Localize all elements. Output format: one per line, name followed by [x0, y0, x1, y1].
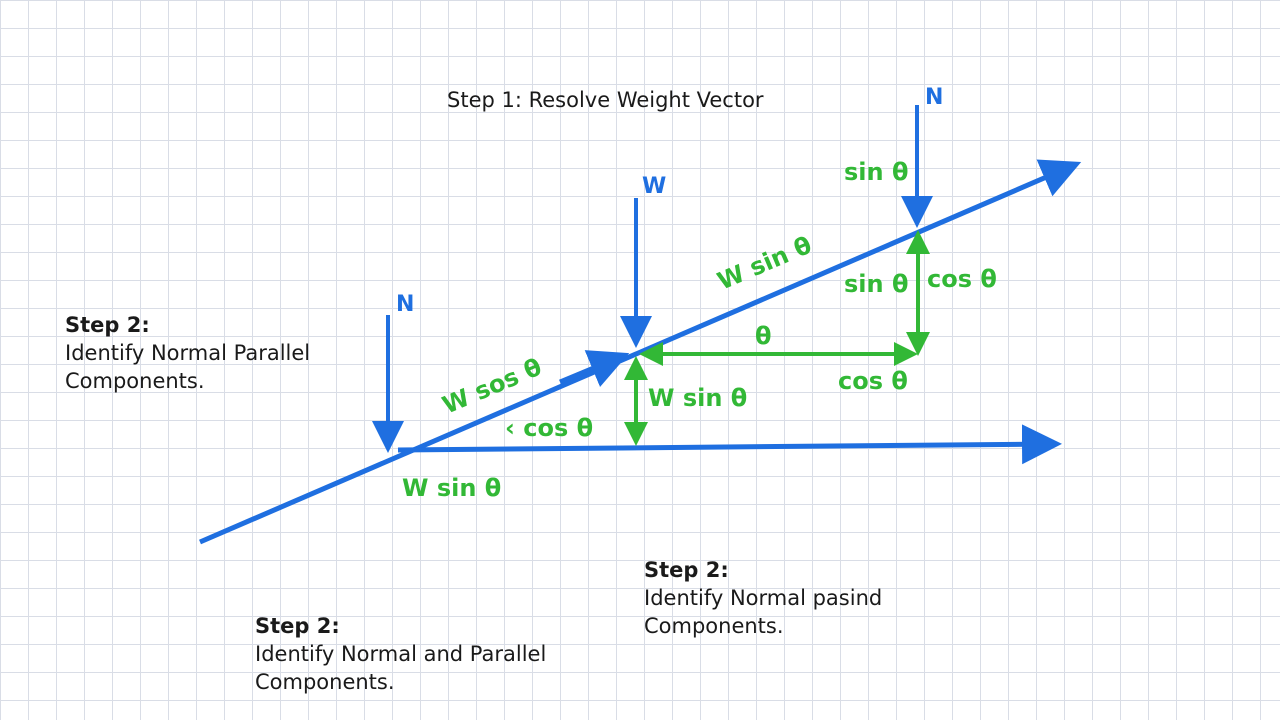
note-left-heading: Step 2: — [65, 313, 150, 337]
sin-theta-mid-label: sin θ — [844, 270, 908, 298]
cos-theta-right-label: cos θ — [838, 367, 908, 395]
note-bottom-left-heading: Step 2: — [255, 614, 340, 638]
theta-label: θ — [755, 322, 772, 350]
note-left-line2: Components. — [65, 369, 205, 393]
lt-cos-theta-label: ‹ cos θ — [505, 414, 593, 442]
diagram-title: Step 1: Resolve Weight Vector — [447, 88, 764, 112]
w-sin-theta-bottom-label: W sin θ — [402, 474, 501, 502]
horizontal-axis — [397, 424, 1062, 465]
note-bottom-right-line2: Components. — [644, 614, 784, 638]
note-bottom-left-line1: Identify Normal and Parallel — [255, 642, 547, 666]
note-bottom-right-line1: Identify Normal pasind — [644, 586, 883, 610]
note-left-line1: Identify Normal Parallel — [65, 341, 311, 365]
w-sin-theta-center-label: W sin θ — [648, 384, 747, 412]
sin-theta-top-label: sin θ — [844, 158, 908, 186]
note-bottom-left: Step 2: Identify Normal and Parallel Com… — [255, 612, 546, 696]
note-bottom-left-line2: Components. — [255, 670, 395, 694]
incline-line — [199, 159, 1082, 545]
cos-theta-mid-label: cos θ — [927, 265, 997, 293]
note-left: Step 2: Identify Normal Parallel Compone… — [65, 311, 310, 395]
note-bottom-right: Step 2: Identify Normal pasind Component… — [644, 556, 882, 640]
incline-component-arrow — [559, 350, 630, 387]
normal-label-left: N — [396, 292, 414, 317]
normal-label-right: N — [925, 85, 943, 110]
weight-label: W — [642, 174, 666, 199]
w-sos-theta-label: W sos θ — [438, 353, 545, 420]
note-bottom-right-heading: Step 2: — [644, 558, 729, 582]
